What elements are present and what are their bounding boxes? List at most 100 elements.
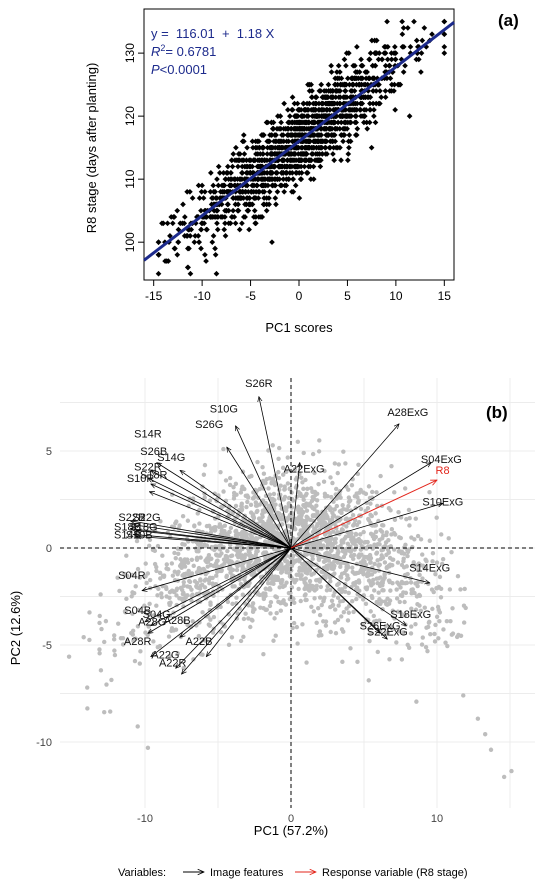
scatter-point xyxy=(318,107,325,113)
scatter-point xyxy=(319,138,326,145)
observation-point xyxy=(185,560,191,565)
loading-label: A28R xyxy=(124,636,152,648)
scatter-point xyxy=(276,144,283,151)
observation-point xyxy=(165,567,171,572)
scatter-point xyxy=(230,195,236,201)
observation-point xyxy=(277,445,282,451)
loading-arrow xyxy=(259,397,292,549)
loading-label: S26G xyxy=(195,419,223,431)
observation-point xyxy=(348,549,354,555)
observation-point xyxy=(87,637,92,643)
observation-point xyxy=(324,588,330,593)
observation-point xyxy=(331,499,336,504)
scatter-point xyxy=(266,138,273,145)
observation-point xyxy=(358,532,363,537)
loading-arrow xyxy=(235,426,292,549)
observation-point xyxy=(351,556,356,562)
observation-point xyxy=(260,465,265,470)
observation-point xyxy=(462,586,467,592)
scatter-point xyxy=(279,157,286,164)
observation-point xyxy=(414,594,420,599)
loading-label: S22ExG xyxy=(367,626,408,638)
loading-label: S18ExG xyxy=(390,609,431,621)
observation-point xyxy=(392,490,397,495)
observation-point xyxy=(302,586,307,592)
observation-point xyxy=(358,547,364,552)
observation-point xyxy=(353,532,359,537)
scatter-point xyxy=(285,151,292,157)
loading-label: S10G xyxy=(210,403,238,415)
observation-point xyxy=(271,491,277,497)
observation-point xyxy=(239,501,244,506)
observation-point xyxy=(151,639,156,644)
scatter-point xyxy=(240,132,247,138)
observation-point xyxy=(327,575,333,580)
scatter-point xyxy=(322,144,328,151)
response-label: R8 xyxy=(436,465,450,477)
observation-point xyxy=(239,508,244,513)
scatter-point xyxy=(358,113,364,119)
observation-point xyxy=(254,509,259,515)
observation-point xyxy=(251,495,256,501)
observation-point xyxy=(375,542,381,547)
observation-point xyxy=(340,549,346,554)
observation-point xyxy=(249,617,254,623)
scatter-point xyxy=(191,239,198,246)
observation-point xyxy=(278,515,283,521)
observation-point xyxy=(381,523,386,528)
observation-point xyxy=(339,540,345,545)
scatter-point xyxy=(175,239,181,246)
scatter-point xyxy=(269,170,276,176)
scatter-point xyxy=(308,176,314,182)
scatter-point xyxy=(306,81,313,88)
scatter-point xyxy=(391,88,397,94)
observation-point xyxy=(257,558,262,563)
scatter-point xyxy=(253,220,259,227)
observation-point xyxy=(304,508,310,513)
scatter-point xyxy=(196,239,202,246)
observation-point xyxy=(209,545,214,551)
scatter-point xyxy=(341,81,348,88)
observation-point xyxy=(178,557,183,562)
observation-point xyxy=(238,638,244,644)
scatter-point xyxy=(244,144,250,151)
observation-point xyxy=(289,575,294,581)
observation-point xyxy=(243,493,248,499)
scatter-point xyxy=(296,119,303,126)
regression-line xyxy=(143,21,455,262)
observation-point xyxy=(315,522,320,527)
observation-point xyxy=(85,706,90,711)
loading-arrows xyxy=(130,397,442,674)
observation-point xyxy=(122,571,127,577)
observation-point xyxy=(420,576,425,581)
observation-point xyxy=(208,562,213,568)
observation-point xyxy=(248,502,254,507)
observation-point xyxy=(209,556,214,561)
observation-point xyxy=(316,481,321,487)
observation-point xyxy=(304,501,309,506)
observation-point xyxy=(258,574,264,580)
observation-point xyxy=(396,509,401,515)
observation-point xyxy=(331,593,336,598)
scatter-point xyxy=(292,182,299,189)
observation-point xyxy=(219,551,224,556)
scatter-point xyxy=(202,188,208,195)
observation-point xyxy=(250,512,256,517)
scatter-point xyxy=(330,151,336,157)
observation-point xyxy=(238,490,244,495)
observation-point xyxy=(234,601,239,606)
observation-point xyxy=(436,607,441,612)
scatter-point xyxy=(301,157,308,164)
loading-arrow xyxy=(290,547,406,626)
observation-point xyxy=(400,612,405,617)
scatter-point xyxy=(319,100,325,107)
observation-point xyxy=(276,456,281,461)
loading-arrow xyxy=(136,536,292,549)
observation-point xyxy=(192,524,197,529)
observation-point xyxy=(253,500,259,505)
scatter-point xyxy=(341,94,347,101)
scatter-point xyxy=(293,119,299,126)
observation-point xyxy=(299,568,305,573)
observation-point xyxy=(317,438,322,443)
scatter-point xyxy=(327,125,334,132)
